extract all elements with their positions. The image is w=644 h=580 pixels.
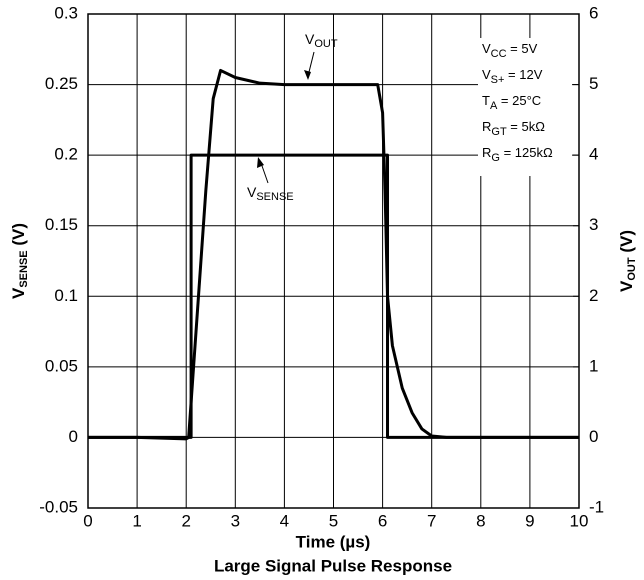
- y-label-base: V: [9, 287, 28, 299]
- y2-tick-label: 3: [589, 215, 598, 234]
- condition-tail: = 12V: [504, 67, 542, 82]
- y-tick-label: 0.05: [45, 356, 78, 375]
- condition-tail: = 5kΩ: [507, 119, 546, 134]
- condition-tail: = 5V: [507, 41, 538, 56]
- y2-tick-label: 0: [589, 427, 598, 446]
- y-tick-label: 0.25: [45, 74, 78, 93]
- series-label: VOUT: [305, 31, 338, 50]
- y-label-tail: (V): [9, 223, 28, 250]
- condition-text: RGT = 5kΩ: [482, 119, 545, 137]
- y-label-sub: SENSE: [18, 250, 30, 287]
- x-tick-label: 6: [378, 511, 387, 530]
- y-tick-label: 0.1: [54, 286, 78, 305]
- x-tick-label: 7: [427, 511, 436, 530]
- vsense-arrowhead: [257, 157, 264, 168]
- y2-tick-label: 4: [589, 145, 598, 164]
- x-tick-label: 4: [280, 511, 289, 530]
- y-axis-label: VSENSE (V): [9, 223, 29, 299]
- y2-tick-label: 1: [589, 356, 598, 375]
- condition-sub: CC: [491, 48, 507, 60]
- condition-text: TA = 25°C: [482, 93, 541, 111]
- y2-label-base: V: [617, 280, 636, 292]
- y2-axis-label: VOUT (V): [617, 230, 637, 292]
- series-label-base: V: [305, 31, 315, 47]
- condition-text: VS+ = 12V: [482, 67, 543, 85]
- y2-label-tail: (V): [617, 230, 636, 257]
- y-tick-label: 0.3: [54, 3, 78, 22]
- x-tick-label: 10: [570, 511, 589, 530]
- condition-sub: S+: [491, 74, 505, 86]
- series-line: [88, 68, 579, 441]
- y2-tick-label: 6: [589, 3, 598, 22]
- conditions-box: [478, 38, 572, 176]
- series-line: [88, 153, 579, 439]
- condition-base: R: [482, 119, 491, 134]
- x-tick-label: 2: [181, 511, 190, 530]
- series-label-sub: OUT: [314, 38, 338, 50]
- x-tick-label: 0: [83, 511, 92, 530]
- x-axis-label: Time (µs): [296, 532, 371, 551]
- y-tick-label: 0.2: [54, 145, 78, 164]
- condition-sub: A: [490, 100, 498, 112]
- series-label-base: V: [247, 184, 257, 200]
- condition-text: RG = 125kΩ: [482, 145, 553, 163]
- x-tick-label: 1: [132, 511, 141, 530]
- plot-frame: [87, 13, 580, 509]
- chart-title: Large Signal Pulse Response: [214, 556, 452, 575]
- condition-base: R: [482, 145, 491, 160]
- condition-text: VCC = 5V: [482, 41, 538, 59]
- condition-sub: G: [491, 152, 500, 164]
- y2-tick-label: -1: [589, 497, 604, 516]
- x-tick-label: 8: [476, 511, 485, 530]
- condition-sub: GT: [491, 126, 507, 138]
- condition-base: V: [482, 67, 491, 82]
- y-tick-label: 0.15: [45, 215, 78, 234]
- condition-tail: = 25°C: [497, 93, 541, 108]
- y2-tick-label: 5: [589, 74, 598, 93]
- condition-base: T: [482, 93, 490, 108]
- series-label: VSENSE: [247, 184, 294, 203]
- condition-tail: = 125kΩ: [500, 145, 553, 160]
- series-label-sub: SENSE: [256, 191, 293, 203]
- x-tick-label: 5: [329, 511, 338, 530]
- vsense-arrow: [260, 162, 269, 184]
- vout-arrowhead: [304, 70, 311, 80]
- y2-label-sub: OUT: [626, 257, 638, 281]
- condition-base: V: [482, 41, 491, 56]
- y2-tick-label: 2: [589, 286, 598, 305]
- x-tick-label: 9: [525, 511, 534, 530]
- y-tick-label: 0: [69, 427, 78, 446]
- y-tick-label: -0.05: [39, 497, 78, 516]
- x-tick-label: 3: [231, 511, 240, 530]
